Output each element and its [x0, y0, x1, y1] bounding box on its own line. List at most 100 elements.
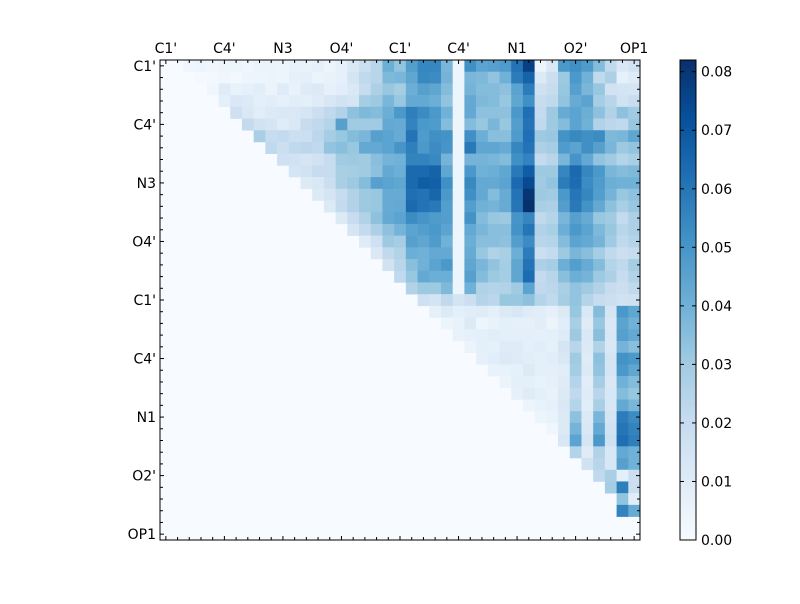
heatmap-cell	[218, 95, 231, 108]
heatmap-cell	[628, 422, 641, 435]
heatmap-cell	[569, 235, 582, 248]
heatmap-cell	[440, 247, 453, 260]
heatmap-cell	[440, 153, 453, 166]
heatmap-cell	[604, 200, 617, 213]
heatmap-cell	[616, 60, 629, 73]
heatmap-cell	[300, 153, 313, 166]
heatmap-cell	[616, 305, 629, 318]
heatmap-cell	[511, 212, 524, 225]
heatmap-cell	[616, 340, 629, 353]
heatmap-cell	[604, 83, 617, 96]
heatmap-cell	[300, 83, 313, 96]
heatmap-cell	[511, 364, 524, 377]
heatmap-cell	[487, 83, 500, 96]
heatmap-cell	[452, 223, 465, 236]
heatmap-cell	[616, 282, 629, 295]
heatmap-cell	[335, 165, 348, 178]
heatmap-cell	[429, 95, 442, 108]
heatmap-cell	[499, 130, 512, 143]
heatmap-cell	[546, 259, 559, 272]
heatmap-cell	[359, 106, 372, 119]
x-tick-label: C4'	[213, 41, 236, 57]
heatmap-cell	[569, 259, 582, 272]
heatmap-cell	[429, 60, 442, 73]
heatmap-cell	[628, 270, 641, 283]
colorbar-tick-label: 0.04	[701, 299, 732, 315]
heatmap-cell	[616, 422, 629, 435]
colorbar-ticks: 0.00 0.01 0.02 0.03 0.04 0.05 0.06 0.07 0.08	[680, 65, 732, 549]
heatmap-cell	[604, 177, 617, 190]
heatmap-cell	[487, 282, 500, 295]
heatmap-cell	[558, 317, 571, 330]
heatmap-cell	[616, 411, 629, 424]
heatmap-cell	[382, 212, 395, 225]
heatmap-cell	[323, 83, 336, 96]
heatmap-cell	[382, 200, 395, 213]
heatmap-cell	[405, 282, 418, 295]
heatmap-cell	[616, 200, 629, 213]
heatmap-cell	[464, 223, 477, 236]
heatmap-cell	[347, 118, 360, 131]
heatmap-cell	[522, 223, 535, 236]
heatmap-cell	[546, 177, 559, 190]
heatmap-cell	[370, 71, 383, 84]
heatmap-cell	[581, 364, 594, 377]
heatmap-cell	[522, 118, 535, 131]
heatmap-cell	[394, 212, 407, 225]
heatmap-cell	[300, 130, 313, 143]
heatmap-cell	[604, 446, 617, 459]
heatmap-cell	[558, 106, 571, 119]
heatmap-cell	[558, 95, 571, 108]
heatmap-cell	[546, 422, 559, 435]
heatmap-cell	[487, 106, 500, 119]
heatmap-cell	[312, 188, 325, 201]
heatmap-cell	[593, 165, 606, 178]
heatmap-cell	[499, 340, 512, 353]
heatmap-cell	[335, 71, 348, 84]
heatmap-cell	[522, 364, 535, 377]
heatmap-cell	[487, 130, 500, 143]
heatmap-cell	[370, 247, 383, 260]
heatmap-cell	[335, 130, 348, 143]
heatmap-cell	[558, 352, 571, 365]
heatmap-cell	[405, 259, 418, 272]
heatmap-cell	[347, 200, 360, 213]
heatmap-cell	[487, 340, 500, 353]
heatmap-cell	[511, 259, 524, 272]
heatmap-cell	[405, 200, 418, 213]
heatmap-cell	[452, 141, 465, 154]
heatmap-cell	[323, 106, 336, 119]
heatmap-cell	[628, 95, 641, 108]
heatmap-cell	[628, 212, 641, 225]
heatmap-cell	[487, 364, 500, 377]
heatmap-cell	[581, 352, 594, 365]
heatmap-cell	[265, 141, 278, 154]
heatmap-cell	[581, 399, 594, 412]
heatmap-cell	[417, 95, 430, 108]
heatmap-cell	[628, 493, 641, 506]
heatmap-cell	[429, 259, 442, 272]
heatmap-cell	[288, 153, 301, 166]
heatmap-cell	[628, 282, 641, 295]
heatmap-cell	[476, 188, 489, 201]
heatmap-cell	[522, 270, 535, 283]
heatmap-cell	[359, 83, 372, 96]
heatmap-cell	[370, 106, 383, 119]
heatmap-cell	[534, 294, 547, 307]
heatmap-cell	[581, 223, 594, 236]
heatmap-cell	[265, 60, 278, 73]
heatmap-cell	[405, 188, 418, 201]
heatmap-cell	[323, 177, 336, 190]
heatmap-cell	[593, 434, 606, 447]
heatmap-cell	[616, 294, 629, 307]
heatmap-cell	[499, 200, 512, 213]
heatmap-cell	[382, 83, 395, 96]
heatmap-cell	[300, 177, 313, 190]
heatmap-cell	[569, 317, 582, 330]
heatmap-cell	[347, 130, 360, 143]
heatmap-cell	[534, 188, 547, 201]
heatmap-cell	[452, 106, 465, 119]
heatmap-cell	[487, 118, 500, 131]
heatmap-cell	[522, 212, 535, 225]
heatmap-cell	[522, 376, 535, 389]
